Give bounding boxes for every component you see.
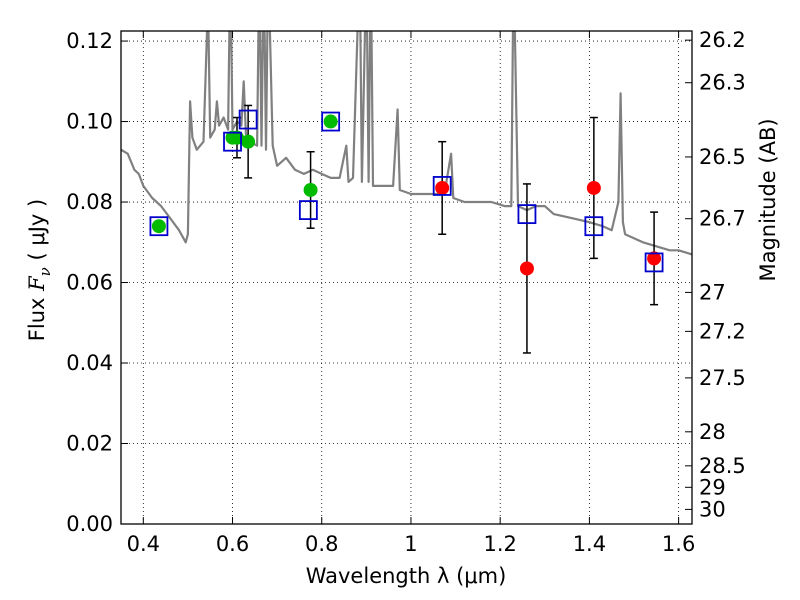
model-spectrum-line [121,31,692,256]
magnitude-tick-label: 28.5 [699,454,746,478]
magnitude-tick-label: 26.5 [699,145,746,169]
green-data-point [241,134,256,149]
red-data-point [586,180,601,195]
model-square-marker [432,176,452,196]
magnitude-axis-label: Magnitude (AB) [756,118,780,281]
model-square-marker [517,204,537,225]
y-tick-label: 0.06 [66,271,113,295]
plot-area [121,31,692,354]
green-data-point [323,114,338,129]
error-bars [232,104,659,354]
y-tick-label: 0.08 [66,190,113,214]
green-data-point [303,182,318,197]
x-axis-label: Wavelength λ (μm) [306,564,507,588]
x-tick-label: 0.6 [216,532,249,556]
magnitude-tick-label: 27 [699,280,726,304]
red-points [435,180,662,276]
y-tick-label: 0.12 [66,29,113,53]
x-tick-label: 0.8 [305,532,338,556]
magnitude-tick-label: 26.3 [699,71,746,95]
model-square-marker [149,216,169,237]
x-tick-label: 1.6 [662,532,695,556]
model-photometry-squares [149,109,664,273]
model-square-marker [321,111,341,132]
magnitude-tick-label: 27.5 [699,366,746,390]
y-tick-label: 0.10 [66,110,113,134]
red-data-point [519,261,534,276]
red-data-point [647,251,662,266]
magnitude-tick-label: 27.2 [699,319,746,343]
y-axis-label: Flux Fν ( μJy ) [25,199,54,341]
y-tick-label: 0.00 [66,512,113,536]
x-tick-label: 1.4 [573,532,606,556]
x-tick-label: 0.4 [127,532,160,556]
green-points [151,114,338,234]
red-data-point [435,180,450,195]
x-tick-label: 1 [404,532,417,556]
green-data-point [151,219,166,234]
model-square-marker [644,252,664,273]
magnitude-tick-label: 26.2 [699,28,746,52]
magnitude-tick-label: 28 [699,420,726,444]
model-square-marker [238,109,258,130]
model-square-marker [223,131,242,152]
y-tick-label: 0.02 [66,432,113,456]
plot-frame [120,30,693,525]
magnitude-tick-label: 30 [699,497,726,521]
magnitude-tick-label: 29 [699,475,726,499]
model-square-marker [298,200,318,220]
x-tick-label: 1.2 [483,532,516,556]
model-square-marker [584,216,604,237]
y-axis-ticks: 0.00 0.02 0.04 0.06 0.08 0.10 0.12 [66,29,128,536]
x-axis-ticks: 0.4 0.6 0.8 1 1.2 1.4 1.6 [127,31,695,556]
magnitude-tick-label: 26.7 [699,207,746,231]
grid-lines [121,31,692,525]
y-tick-label: 0.04 [66,351,113,375]
